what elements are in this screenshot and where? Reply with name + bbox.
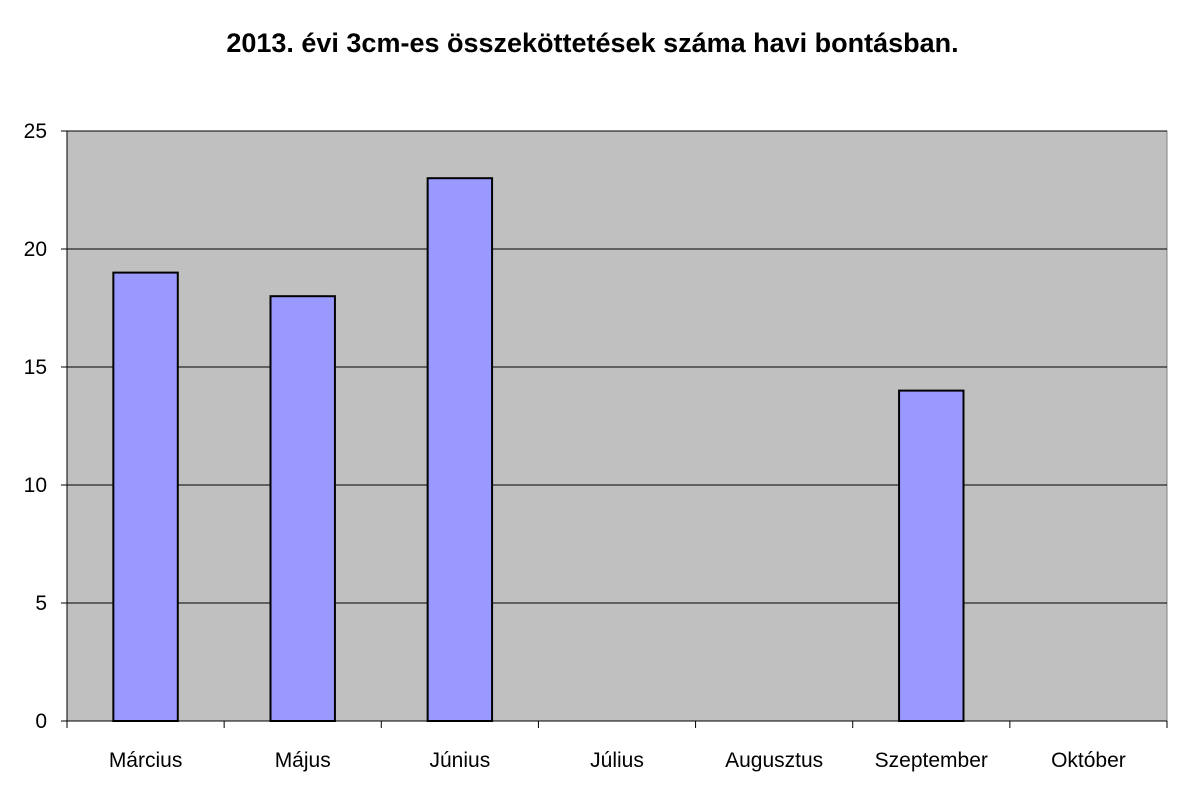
bar <box>426 177 494 722</box>
y-tick-label: 10 <box>24 474 47 497</box>
bars <box>112 177 965 722</box>
y-tick-label: 5 <box>35 592 47 615</box>
x-tick-label: Október <box>1051 749 1126 772</box>
bar <box>269 295 336 722</box>
axes <box>61 130 1168 728</box>
x-tick-label: Szeptember <box>875 749 988 772</box>
x-tick-label: Június <box>430 749 491 772</box>
plot-area <box>66 130 1168 722</box>
y-tick-label: 0 <box>35 710 47 733</box>
x-tick-label: Március <box>109 749 183 772</box>
x-tick-label: Május <box>275 749 331 772</box>
bar <box>112 271 179 722</box>
y-tick-label: 25 <box>24 120 47 143</box>
chart-title: 2013. évi 3cm-es összeköttetések száma h… <box>226 28 959 58</box>
y-tick-label: 15 <box>24 356 47 379</box>
x-tick-label: Augusztus <box>725 749 823 772</box>
tick-labels: 0 5 10 15 20 25 Március Május Június Július Augusz… <box>24 120 1126 772</box>
gridlines <box>67 130 1167 604</box>
x-tick-label: Július <box>590 749 644 772</box>
y-tick-label: 20 <box>24 238 47 261</box>
bar <box>898 389 965 722</box>
